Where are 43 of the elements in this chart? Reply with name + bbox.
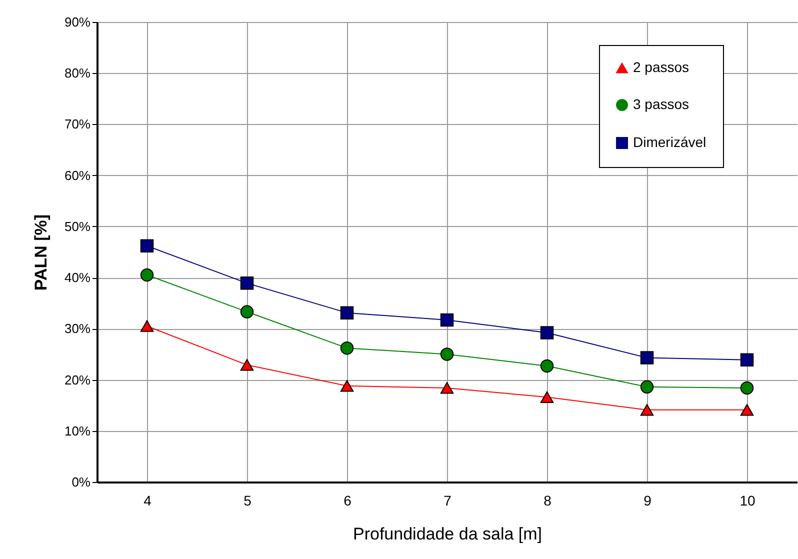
point	[440, 313, 454, 327]
point	[140, 320, 154, 332]
point	[240, 276, 254, 290]
point	[540, 326, 554, 340]
y-tick-label: 10%	[64, 423, 91, 438]
point	[240, 305, 254, 318]
y-tick-label: 90%	[64, 14, 91, 30]
y-axis-title: PALN [%]	[31, 214, 50, 291]
point	[240, 359, 254, 371]
point	[440, 348, 454, 361]
point	[540, 359, 554, 373]
legend-label: Dimerizável	[633, 134, 706, 150]
x-tick-label: 9	[644, 492, 652, 508]
y-tick-label: 20%	[64, 372, 91, 388]
x-tick-label: 5	[244, 492, 252, 508]
y-tick-label: 30%	[64, 321, 91, 336]
x-tick-label: 7	[444, 492, 452, 508]
x-tick-label: 8	[544, 492, 552, 508]
x-tick-label: 4	[144, 492, 152, 508]
point	[740, 404, 754, 416]
x-axis-title: Profundidade da sala [m]	[352, 524, 542, 544]
x-tick-label: 6	[344, 492, 352, 508]
y-tick-label: 70%	[64, 116, 91, 132]
y-tick-label: 80%	[64, 66, 91, 81]
y-tick-label: 40%	[64, 270, 91, 286]
point	[340, 341, 354, 355]
point	[140, 239, 154, 252]
y-tick-label: 50%	[64, 218, 91, 234]
point	[640, 351, 654, 364]
point	[740, 353, 754, 366]
point	[640, 380, 654, 394]
point	[440, 382, 454, 394]
y-tick-label: 0%	[72, 474, 91, 490]
legend-label: 2 passos	[633, 59, 690, 75]
point	[340, 306, 354, 320]
y-tick-label: 60%	[64, 168, 91, 183]
legend-label: 3 passos	[633, 96, 690, 112]
point	[640, 404, 654, 416]
point	[740, 381, 754, 395]
point	[340, 380, 354, 392]
x-tick-label: 10	[740, 492, 756, 508]
point	[140, 268, 154, 282]
point	[540, 391, 554, 403]
